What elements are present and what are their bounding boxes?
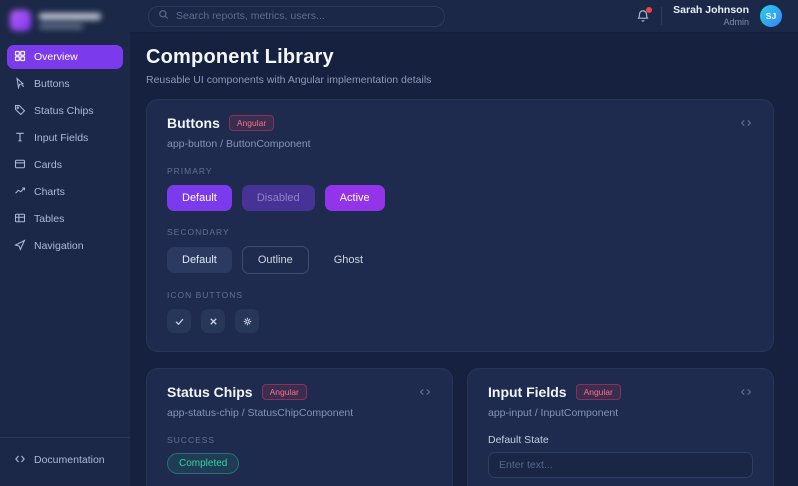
topbar-divider <box>661 7 663 25</box>
topbar: Sarah Johnson Admin SJ <box>130 0 798 33</box>
card-icon <box>14 158 26 173</box>
card-input-fields: Input Fields Angular app-input / InputCo… <box>467 368 774 486</box>
sidebar-item-label: Charts <box>34 186 65 198</box>
component-selector: app-button / ButtonComponent <box>167 138 311 150</box>
sidebar-item-documentation[interactable]: Documentation <box>7 448 123 472</box>
code-icon <box>14 453 26 468</box>
sidebar-item-label: Documentation <box>34 454 105 466</box>
status-chip-completed: Completed <box>167 453 240 474</box>
notifications-button[interactable] <box>636 7 653 23</box>
main-column: Sarah Johnson Admin SJ Component Library… <box>130 0 798 486</box>
component-selector: app-input / InputComponent <box>488 407 619 419</box>
section-label-success: SUCCESS <box>167 435 216 445</box>
sidebar-item-label: Overview <box>34 51 78 63</box>
avatar[interactable]: SJ <box>760 5 782 27</box>
sidebar-nav: Overview Buttons Status Chips Input Fiel… <box>0 43 130 260</box>
angular-badge: Angular <box>575 384 621 400</box>
code-icon <box>740 388 752 396</box>
tag-icon <box>14 104 26 119</box>
primary-buttons-row: Default Disabled Active <box>167 185 753 211</box>
page-subtitle: Reusable UI components with Angular impl… <box>146 74 432 86</box>
page-content: Component Library Reusable UI components… <box>130 33 798 486</box>
code-icon <box>740 119 752 127</box>
sidebar-item-buttons[interactable]: Buttons <box>7 72 123 96</box>
brand-text-blurred <box>39 12 101 29</box>
table-icon <box>14 212 26 227</box>
brand-logo <box>10 10 31 31</box>
close-icon-button[interactable] <box>201 309 225 333</box>
secondary-buttons-row: Default Outline Ghost <box>167 246 753 274</box>
close-icon <box>209 317 217 325</box>
demo-input-default[interactable] <box>488 452 753 478</box>
sidebar-item-navigation[interactable]: Navigation <box>7 234 123 258</box>
sidebar-item-input-fields[interactable]: Input Fields <box>7 126 123 150</box>
sidebar-item-label: Buttons <box>34 78 70 90</box>
demo-button-default[interactable]: Default <box>167 185 232 211</box>
text-icon <box>14 131 26 146</box>
angular-badge: Angular <box>228 115 275 131</box>
sidebar-item-charts[interactable]: Charts <box>7 180 123 204</box>
search-box <box>148 5 445 27</box>
bell-icon <box>637 10 649 22</box>
user-role: Admin <box>723 16 749 27</box>
card-title: Status Chips <box>167 384 253 400</box>
sidebar-item-label: Status Chips <box>34 105 94 117</box>
user-meta: Sarah Johnson Admin <box>673 4 749 28</box>
code-icon <box>419 388 431 396</box>
sidebar-item-label: Navigation <box>34 240 84 252</box>
check-icon <box>175 318 183 325</box>
search-input[interactable] <box>176 10 435 22</box>
demo-button-ghost[interactable]: Ghost <box>319 247 378 273</box>
sidebar-item-status-chips[interactable]: Status Chips <box>7 99 123 123</box>
view-code-button[interactable] <box>739 116 753 130</box>
section-label-icon-buttons: ICON BUTTONS <box>167 290 244 300</box>
sidebar-item-cards[interactable]: Cards <box>7 153 123 177</box>
sidebar: Overview Buttons Status Chips Input Fiel… <box>0 0 130 486</box>
chart-icon <box>14 185 26 200</box>
card-title: Input Fields <box>488 384 567 400</box>
sidebar-item-label: Input Fields <box>34 132 89 144</box>
gear-icon <box>243 317 251 325</box>
demo-button-secondary-default[interactable]: Default <box>167 247 232 273</box>
demo-button-active[interactable]: Active <box>324 185 385 211</box>
view-code-button[interactable] <box>739 385 753 399</box>
card-title: Buttons <box>167 115 220 131</box>
page-title: Component Library <box>146 46 334 68</box>
user-name: Sarah Johnson <box>673 3 749 16</box>
field-label-default: Default State <box>488 434 549 446</box>
icon-buttons-row <box>167 309 753 333</box>
card-buttons: Buttons Angular app-button / ButtonCompo… <box>146 99 774 352</box>
sidebar-item-tables[interactable]: Tables <box>7 207 123 231</box>
check-icon-button[interactable] <box>167 309 191 333</box>
sidebar-item-overview[interactable]: Overview <box>7 45 123 69</box>
section-label-primary: PRIMARY <box>167 166 213 176</box>
topbar-right: Sarah Johnson Admin SJ <box>636 4 782 28</box>
demo-button-outline[interactable]: Outline <box>241 246 309 274</box>
sidebar-item-label: Tables <box>34 213 65 225</box>
cursor-icon <box>14 76 26 92</box>
sidebar-item-label: Cards <box>34 159 63 171</box>
angular-badge: Angular <box>261 384 307 400</box>
card-status-chips: Status Chips Angular app-status-chip / S… <box>146 368 453 486</box>
demo-button-disabled[interactable]: Disabled <box>241 185 315 211</box>
grid-icon <box>14 50 26 65</box>
component-selector: app-status-chip / StatusChipComponent <box>167 407 354 419</box>
section-label-secondary: SECONDARY <box>167 227 230 237</box>
notification-dot <box>646 7 653 13</box>
sidebar-footer: Documentation <box>0 437 130 486</box>
view-code-button[interactable] <box>418 385 432 399</box>
cards-grid: Status Chips Angular app-status-chip / S… <box>146 368 774 486</box>
gear-icon-button[interactable] <box>235 309 259 333</box>
search-icon <box>158 7 169 25</box>
brand-blurred <box>0 0 130 43</box>
paper-plane-icon <box>14 238 26 254</box>
